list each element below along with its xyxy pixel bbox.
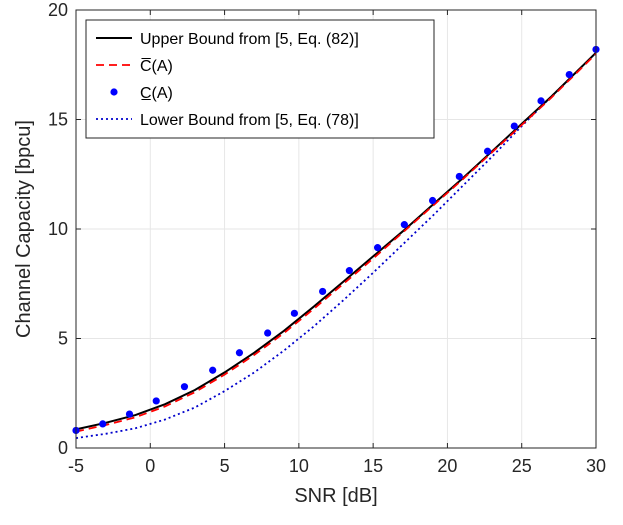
marker-point	[510, 122, 518, 130]
x-tick-label: 5	[220, 456, 230, 476]
marker-point	[455, 172, 463, 181]
series-layer	[72, 45, 600, 439]
marker-point	[537, 97, 545, 105]
legend-label: Lower Bound from [5, Eq. (78)]	[140, 112, 359, 129]
legend-label: Upper Bound from [5, Eq. (82)]	[140, 31, 359, 48]
y-tick-label: 5	[58, 329, 68, 349]
marker-point	[319, 287, 327, 296]
x-axis-label: SNR [dB]	[294, 485, 377, 507]
marker-point	[264, 329, 272, 337]
x-tick-label: -5	[68, 456, 84, 476]
legend-label: C̅(A)	[140, 57, 173, 75]
x-tick-label: 10	[289, 456, 309, 476]
x-tick-label: 20	[437, 456, 457, 476]
marker-point	[345, 267, 353, 275]
marker-point	[374, 244, 382, 252]
x-tick-label: 15	[363, 456, 383, 476]
marker-point	[400, 221, 408, 229]
y-axis-label: Channel Capacity [bpcu]	[13, 120, 35, 338]
series-line-1	[75, 53, 597, 433]
legend-box	[85, 19, 435, 139]
marker-point	[565, 71, 573, 79]
x-tick-label: 25	[512, 456, 532, 476]
legend-marker	[110, 88, 118, 96]
marker-point	[180, 383, 189, 391]
marker-point	[125, 410, 134, 418]
marker-point	[428, 196, 437, 205]
y-tick-label: 20	[48, 0, 68, 20]
legend: Upper Bound from [5, Eq. (82)] C̅(A) C̲(A)…	[85, 19, 435, 139]
legend-label: C̲(A)	[140, 85, 173, 102]
y-tick-label: 15	[48, 110, 68, 130]
y-tick-label: 0	[58, 438, 68, 458]
series-line-3	[75, 52, 597, 439]
marker-point	[235, 349, 244, 357]
marker-point	[152, 397, 160, 405]
marker-point	[483, 147, 492, 155]
x-tick-label: 0	[145, 456, 155, 476]
y-tick-label: 10	[48, 219, 68, 239]
series-line-0	[75, 51, 597, 431]
x-tick-label: 30	[586, 456, 606, 476]
marker-point	[290, 309, 298, 317]
marker-point	[209, 366, 217, 374]
marker-point	[99, 420, 107, 428]
